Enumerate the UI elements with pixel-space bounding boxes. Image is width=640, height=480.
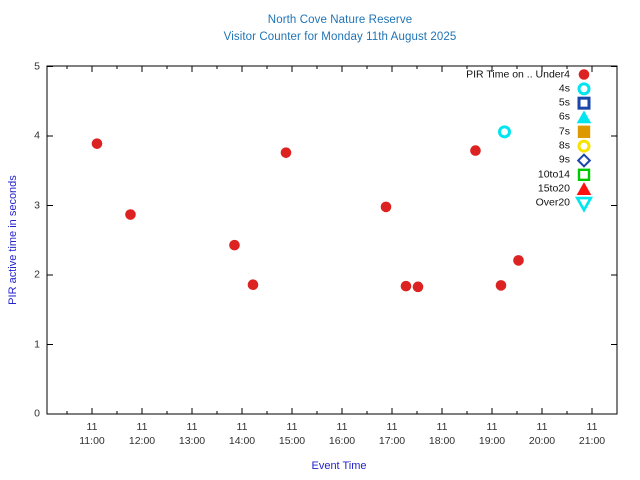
y-tick-label: 0 (34, 407, 40, 420)
legend-label-4s: 4s (558, 82, 570, 95)
legend-label-9s: 9s (558, 153, 570, 166)
data-point-Under4 (495, 280, 507, 291)
legend-label-over20: Over20 (535, 196, 570, 209)
data-point-4s (498, 125, 511, 139)
data-point-Under4 (412, 281, 424, 293)
plot-border (46, 65, 618, 415)
legend-label-10to14: 10to14 (537, 168, 570, 181)
data-point-Under4 (125, 209, 136, 220)
data-point-Under4 (229, 239, 240, 251)
data-point-Under4 (91, 138, 103, 149)
x-tick-label: 11 17:00 (378, 421, 406, 447)
x-tick-label: 11 13:00 (178, 421, 206, 447)
y-tick-label: 3 (34, 199, 40, 211)
legend-marker-square-open (577, 96, 591, 110)
y-tick-label: 4 (34, 129, 40, 142)
y-tick-label: 2 (34, 268, 40, 281)
legend-label-pir-time-on-under4: PIR Time on .. Under4 (466, 68, 570, 80)
legend-marker-square-filled (577, 125, 591, 139)
legend-marker-square-open-thin (577, 168, 591, 182)
legend-label-15to20: 15to20 (537, 182, 570, 195)
legend-label-8s: 8s (558, 139, 570, 152)
x-tick-label: 11 16:00 (328, 421, 356, 447)
legend-marker-circle-open (577, 139, 591, 153)
legend-marker-circle-filled (578, 69, 590, 80)
data-point-Under4 (513, 255, 524, 266)
y-tick-label: 5 (34, 60, 40, 72)
data-point-Under4 (280, 147, 292, 158)
x-tick-label: 11 14:00 (228, 421, 256, 447)
chart-title-line2: Visitor Counter for Monday 11th August 2… (223, 31, 457, 43)
x-tick-label: 11 19:00 (478, 421, 506, 447)
legend-label-7s: 7s (558, 125, 570, 138)
chart-title-line1: North Cove Nature Reserve (267, 14, 413, 26)
x-tick-label: 11 21:00 (578, 421, 606, 447)
data-point-Under4 (400, 280, 412, 292)
x-tick-label: 11 15:00 (278, 421, 306, 447)
y-tick-label: 1 (34, 338, 40, 350)
data-point-Under4 (380, 201, 392, 213)
data-point-Under4 (247, 279, 259, 291)
legend-marker-diamond-open (576, 153, 592, 168)
x-tick-label: 11 12:00 (128, 421, 156, 447)
x-tick-label: 11 18:00 (428, 421, 456, 447)
x-tick-label: 11 11:00 (79, 421, 105, 447)
x-tick-label: 11 20:00 (528, 421, 556, 447)
legend-label-6s: 6s (558, 110, 570, 123)
x-axis-label: Event Time (311, 460, 367, 472)
legend-marker-circle-open (577, 82, 591, 96)
data-point-Under4 (470, 145, 481, 156)
legend-marker-triangle-filled (576, 182, 592, 195)
legend-marker-triangle-down-open (574, 196, 594, 213)
legend-marker-triangle-filled (576, 110, 592, 124)
legend-label-5s: 5s (558, 96, 570, 109)
